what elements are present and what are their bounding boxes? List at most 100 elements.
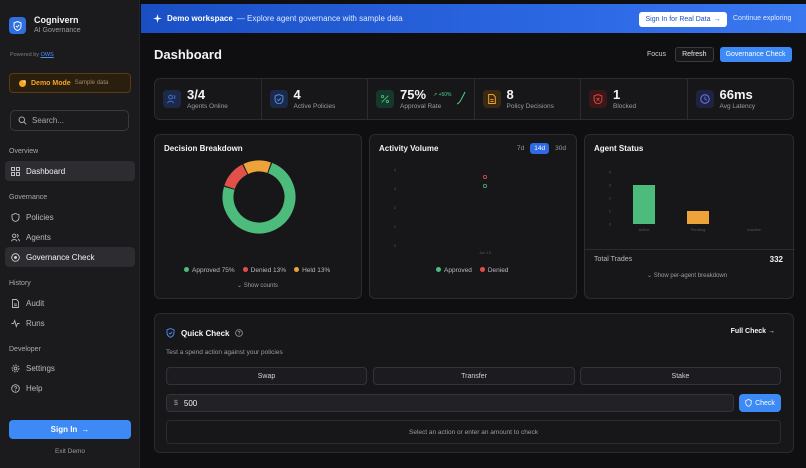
document-icon — [12, 298, 19, 308]
range-tab-30d[interactable]: 30d — [555, 145, 566, 152]
sidebar-item-label: Dashboard — [26, 166, 66, 176]
header-actions: Focus Refresh Governance Check — [647, 47, 792, 62]
decision-breakdown-card: Decision Breakdown Approved 75% Denied 13… — [154, 134, 362, 299]
sidebar-item-governance-check[interactable]: Governance Check — [5, 247, 135, 267]
legend-denied: Denied 13% — [242, 267, 286, 274]
action-transfer-button[interactable]: Transfer — [373, 367, 575, 385]
sidebar-item-agents[interactable]: Agents — [5, 227, 135, 247]
shield-x-icon — [589, 90, 607, 108]
check-result-placeholder: Select an action or enter an amount to c… — [166, 420, 781, 444]
currency-symbol: $ — [174, 399, 178, 407]
y-tick-label: 3 — [394, 186, 397, 191]
demo-mode-badge: Demo Mode Sample data — [9, 73, 131, 93]
y-tick-label: 1 — [394, 224, 397, 229]
range-tabs: 7d 14d 30d — [513, 143, 570, 154]
x-tick-label: Jun 15 — [479, 250, 492, 255]
sidebar-item-policies[interactable]: Policies — [5, 207, 135, 227]
check-label: Check — [755, 399, 775, 407]
legend-held: Held 13% — [294, 267, 330, 274]
continue-exploring-link[interactable]: Continue exploring — [733, 15, 792, 22]
range-tab-7d[interactable]: 7d — [517, 145, 525, 152]
demo-mode-sub: Sample data — [74, 80, 109, 86]
percent-icon — [376, 90, 394, 108]
section-governance: Governance — [9, 194, 48, 201]
bar-pending[interactable] — [687, 211, 709, 224]
sidebar-item-label: Governance Check — [26, 252, 95, 262]
decision-donut-chart — [222, 160, 296, 234]
shield-icon — [11, 212, 20, 222]
quick-check-header: Quick Check — [166, 328, 244, 338]
powered-by: Powered by OWS — [10, 52, 54, 58]
donut-slice-denied[interactable] — [224, 164, 248, 190]
decision-breakdown-title: Decision Breakdown — [164, 144, 243, 153]
check-button[interactable]: Check — [739, 394, 781, 412]
shield-logo-icon — [9, 17, 26, 34]
action-swap-button[interactable]: Swap — [166, 367, 367, 385]
donut-slice-held[interactable] — [243, 160, 271, 175]
full-check-link[interactable]: Full Check → — [730, 328, 775, 335]
sidebar-item-label: Help — [26, 383, 43, 393]
stat-label: Active Policies — [293, 102, 336, 110]
bar-active[interactable] — [633, 185, 655, 224]
sidebar-item-audit[interactable]: Audit — [5, 293, 135, 313]
search-input[interactable]: Search... — [10, 110, 129, 131]
stat-avg-latency: 66ms Avg Latency — [688, 79, 794, 119]
section-history: History — [9, 280, 31, 287]
exit-demo-link[interactable]: Exit Demo — [55, 448, 85, 455]
clock-icon — [695, 90, 714, 108]
chevron-down-icon: ⌄ — [647, 273, 653, 279]
sidebar-item-runs[interactable]: Runs — [5, 313, 135, 333]
banner-title: Demo workspace — [167, 14, 233, 23]
stat-policy-decisions: 8 Policy Decisions — [475, 79, 581, 119]
x-tick-label: Pending — [691, 227, 706, 232]
activity-icon — [11, 318, 20, 328]
divider — [585, 249, 795, 250]
sidebar-item-settings[interactable]: Settings — [5, 358, 135, 378]
donut-slice-approved[interactable] — [222, 162, 296, 234]
amount-input[interactable]: $ 500 — [166, 394, 734, 412]
stat-delta: ↗ +50% — [433, 92, 452, 98]
y-tick-label: 2 — [394, 205, 397, 210]
y-tick-label: 4 — [609, 170, 612, 175]
stat-label: Policy Decisions — [506, 102, 554, 110]
sign-in-button[interactable]: Sign In → — [9, 420, 131, 439]
powered-link[interactable]: OWS — [40, 52, 54, 58]
focus-button[interactable]: Focus — [647, 51, 667, 58]
sidebar-item-label: Settings — [26, 363, 55, 373]
y-tick-label: 0 — [394, 243, 397, 248]
demo-mode-label: Demo Mode — [31, 79, 71, 87]
refresh-button[interactable]: Refresh — [675, 47, 714, 62]
quick-check-card: Quick Check Full Check → Test a spend ac… — [154, 313, 794, 453]
stat-value: 75% — [400, 86, 427, 102]
point-denied[interactable] — [483, 174, 488, 179]
show-counts-button[interactable]: ⌄ Show counts — [237, 282, 278, 289]
section-developer: Developer — [9, 346, 41, 353]
sidebar-item-label: Audit — [26, 298, 45, 308]
sign-in-real-data-button[interactable]: Sign In for Real Data → — [639, 12, 727, 27]
search-placeholder: Search... — [32, 116, 65, 125]
show-breakdown-button[interactable]: ⌄ Show per-agent breakdown — [647, 272, 727, 279]
brand[interactable]: Cognivern AI Governance — [9, 15, 81, 36]
sidebar-item-help[interactable]: Help — [5, 378, 135, 398]
activity-legend: Approved Denied — [436, 267, 508, 274]
stat-label: Avg Latency — [719, 102, 756, 110]
arrow-right-icon: → — [81, 425, 90, 434]
activity-volume-card: Activity Volume 7d 14d 30d 0 1 2 3 4 Jun 15 App… — [369, 134, 577, 299]
brand-subtitle: AI Governance — [34, 27, 81, 34]
stat-label: Approval Rate — [400, 102, 442, 110]
range-tab-14d[interactable]: 14d — [530, 143, 550, 154]
sidebar-item-dashboard[interactable]: Dashboard — [5, 161, 135, 181]
banner-text: — Explore agent governance with sample d… — [236, 14, 403, 23]
brand-name: Cognivern — [34, 15, 79, 25]
sparkle-icon — [153, 14, 162, 23]
action-stake-button[interactable]: Stake — [580, 367, 781, 385]
point-approved[interactable] — [483, 183, 488, 188]
x-tick-label: Active — [639, 227, 651, 232]
agent-status-title: Agent Status — [594, 144, 644, 153]
sign-in-label: Sign In — [50, 425, 78, 434]
governance-check-button[interactable]: Governance Check — [719, 47, 792, 62]
stat-blocked: 1 Blocked — [581, 79, 688, 119]
grid-icon — [11, 166, 20, 176]
help-circle-icon[interactable] — [235, 329, 244, 337]
sparkline — [456, 91, 466, 105]
